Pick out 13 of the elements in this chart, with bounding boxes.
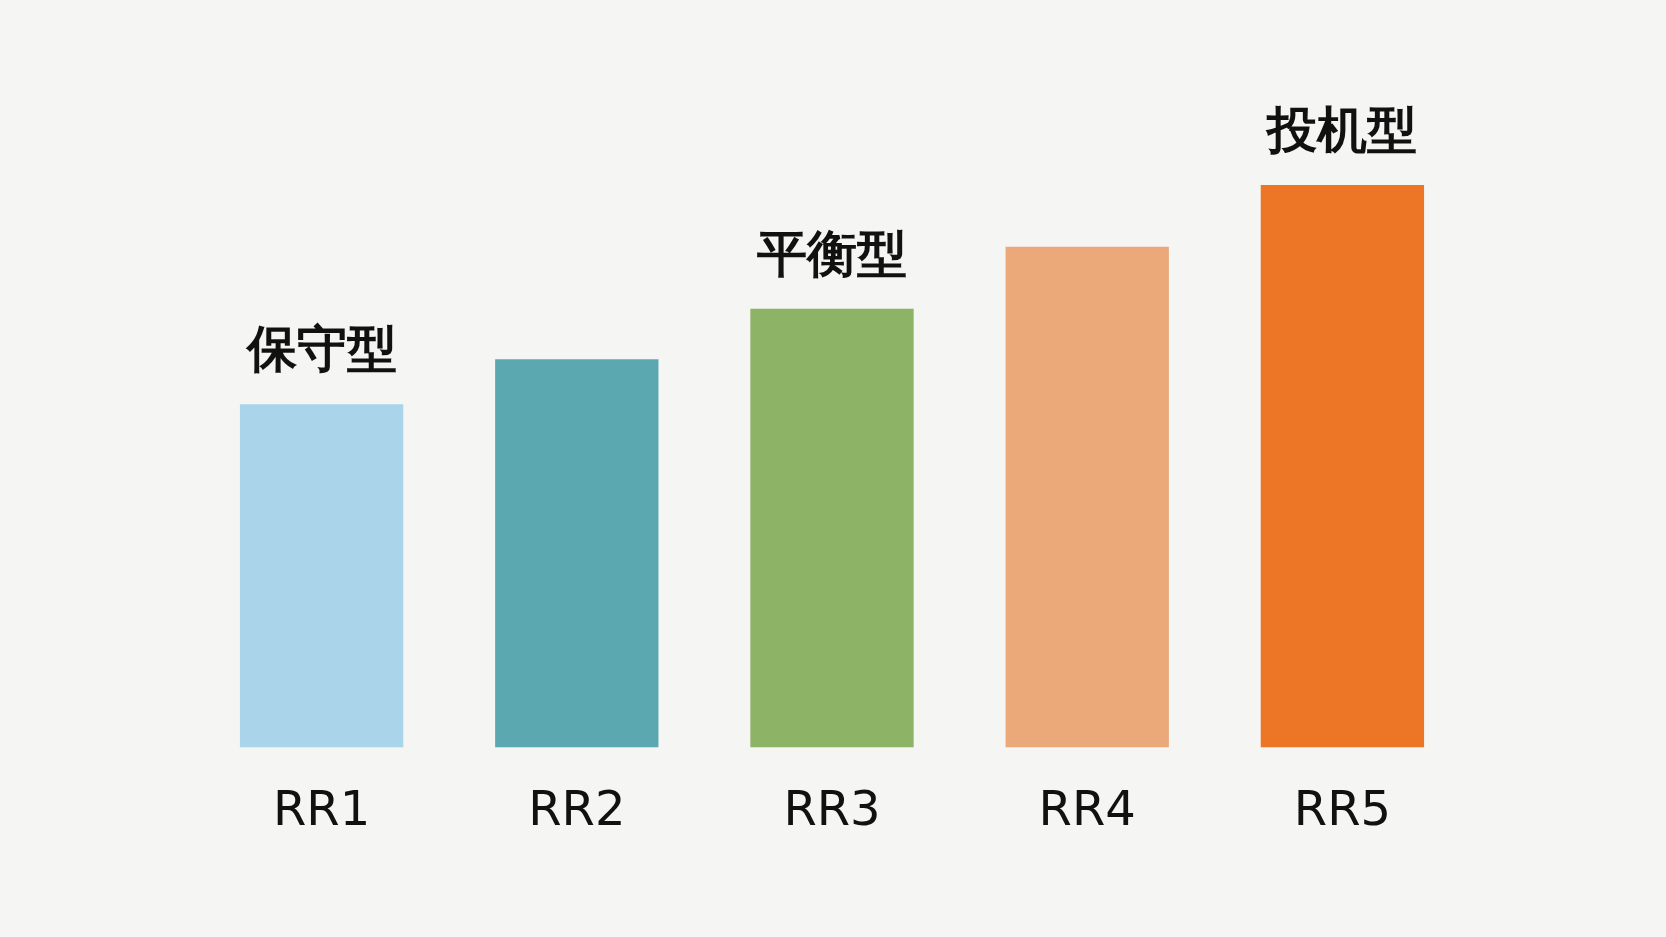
annotation: 平衡型 <box>756 224 907 283</box>
bar <box>1260 185 1425 748</box>
x-tick-label: RR1 <box>272 779 371 836</box>
x-tick-label: RR4 <box>1038 779 1136 836</box>
x-tick-label: RR5 <box>1293 779 1392 836</box>
x-tick-label: RR3 <box>783 779 881 836</box>
bar <box>750 308 914 748</box>
bar <box>495 359 659 748</box>
bar <box>239 404 404 748</box>
bar <box>1005 246 1169 748</box>
annotation: 投机型 <box>1265 100 1418 159</box>
annotation: 保守型 <box>244 320 397 379</box>
x-tick-label: RR2 <box>528 779 626 836</box>
